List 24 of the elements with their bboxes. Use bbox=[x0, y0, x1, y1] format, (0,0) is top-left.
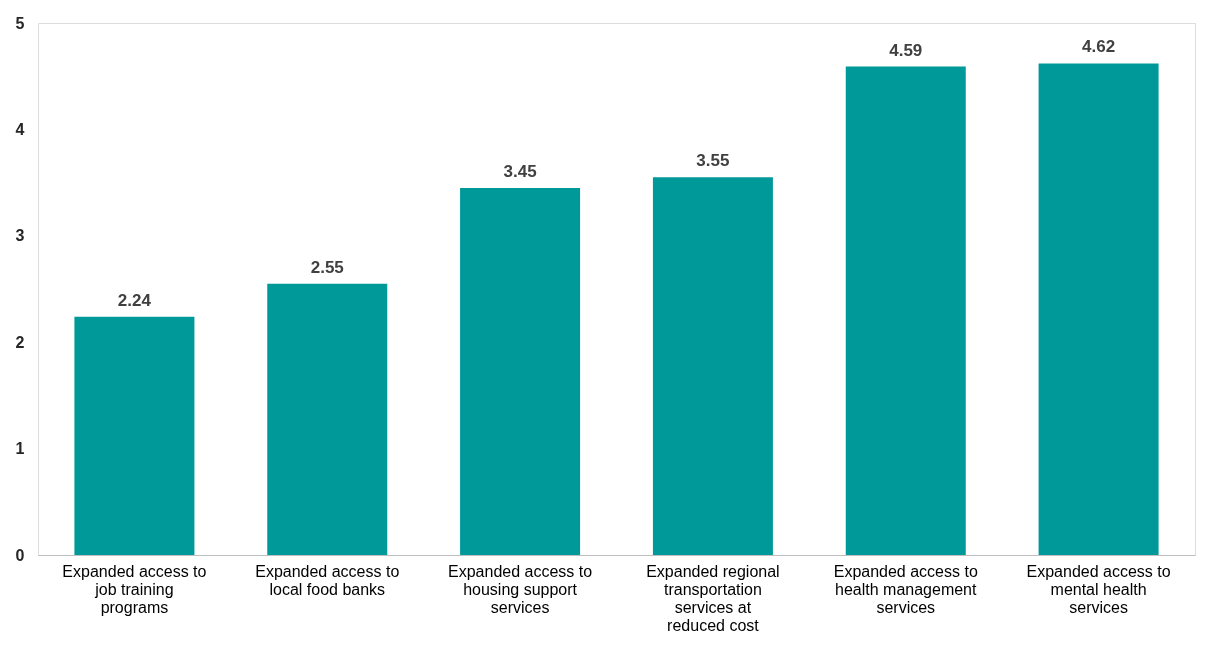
data-label: 4.59 bbox=[889, 40, 923, 60]
data-label: 3.45 bbox=[503, 161, 537, 181]
y-tick-label: 4 bbox=[15, 120, 25, 138]
x-tick-label: Expanded access to health management services bbox=[833, 562, 978, 616]
data-label: 2.55 bbox=[310, 257, 344, 277]
bar bbox=[267, 283, 388, 555]
x-tick-label: Expanded access to local food banks bbox=[255, 562, 400, 598]
bar bbox=[460, 187, 581, 555]
y-tick-label: 5 bbox=[15, 14, 25, 32]
x-tick-label: Expanded access to job training programs bbox=[62, 562, 207, 616]
data-label: 3.55 bbox=[696, 151, 730, 171]
bar bbox=[74, 316, 195, 555]
data-label: 4.62 bbox=[1082, 37, 1116, 57]
y-tick-label: 0 bbox=[15, 546, 25, 564]
x-tick-label: Expanded regional transportation services at reduced cost bbox=[646, 562, 780, 634]
x-tick-label: Expanded access to mental health services bbox=[1026, 562, 1171, 616]
bar bbox=[1038, 63, 1159, 555]
y-tick-label: 2 bbox=[15, 333, 25, 351]
data-label: 2.24 bbox=[117, 290, 152, 310]
y-tick-label: 3 bbox=[15, 227, 25, 245]
x-tick-label: Expanded access to housing support services bbox=[448, 562, 593, 616]
y-tick-label: 1 bbox=[15, 440, 25, 458]
bar bbox=[845, 66, 966, 555]
bar bbox=[652, 177, 773, 555]
